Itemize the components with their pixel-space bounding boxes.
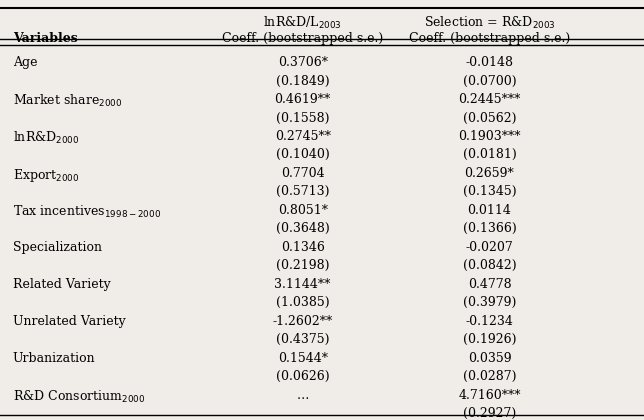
Text: -0.0207: -0.0207 xyxy=(466,241,513,254)
Text: Specialization: Specialization xyxy=(13,241,102,254)
Text: Market share$_{2000}$: Market share$_{2000}$ xyxy=(13,93,122,109)
Text: lnR&D$_{2000}$: lnR&D$_{2000}$ xyxy=(13,130,79,146)
Text: 0.2659*: 0.2659* xyxy=(464,167,515,180)
Text: (0.0626): (0.0626) xyxy=(276,370,330,383)
Text: R&D Consortium$_{2000}$: R&D Consortium$_{2000}$ xyxy=(13,388,145,405)
Text: (0.2927): (0.2927) xyxy=(463,407,516,420)
Text: 0.1903***: 0.1903*** xyxy=(458,130,521,143)
Text: Coeff. (bootstrapped s.e.): Coeff. (bootstrapped s.e.) xyxy=(409,32,570,45)
Text: (0.0181): (0.0181) xyxy=(462,148,516,161)
Text: (0.1345): (0.1345) xyxy=(462,185,516,198)
Text: (0.1849): (0.1849) xyxy=(276,74,330,87)
Text: (0.2198): (0.2198) xyxy=(276,259,330,272)
Text: 0.8051*: 0.8051* xyxy=(278,204,328,217)
Text: 0.1346: 0.1346 xyxy=(281,241,325,254)
Text: (0.4375): (0.4375) xyxy=(276,333,330,346)
Text: (0.1040): (0.1040) xyxy=(276,148,330,161)
Text: 0.1544*: 0.1544* xyxy=(278,352,328,365)
Text: 0.2745**: 0.2745** xyxy=(275,130,330,143)
Text: (0.5713): (0.5713) xyxy=(276,185,330,198)
Text: (0.1926): (0.1926) xyxy=(462,333,516,346)
Text: (1.0385): (1.0385) xyxy=(276,296,330,309)
Text: (0.3648): (0.3648) xyxy=(276,222,330,235)
Text: Tax incentives$_{1998-2000}$: Tax incentives$_{1998-2000}$ xyxy=(13,204,161,220)
Text: 4.7160***: 4.7160*** xyxy=(458,388,521,402)
Text: Related Variety: Related Variety xyxy=(13,278,111,291)
Text: (0.0700): (0.0700) xyxy=(462,74,516,87)
Text: Export$_{2000}$: Export$_{2000}$ xyxy=(13,167,79,184)
Text: 0.3706*: 0.3706* xyxy=(278,56,328,69)
Text: lnR&D/L$_{2003}$: lnR&D/L$_{2003}$ xyxy=(263,16,342,32)
Text: Age: Age xyxy=(13,56,37,69)
Text: 0.2445***: 0.2445*** xyxy=(459,93,520,106)
Text: …: … xyxy=(296,388,309,402)
Text: Urbanization: Urbanization xyxy=(13,352,95,365)
Text: 0.4619**: 0.4619** xyxy=(274,93,331,106)
Text: Unrelated Variety: Unrelated Variety xyxy=(13,315,126,328)
Text: 0.4778: 0.4778 xyxy=(468,278,511,291)
Text: (0.1366): (0.1366) xyxy=(462,222,516,235)
Text: (0.0562): (0.0562) xyxy=(462,111,516,124)
Text: (0.0842): (0.0842) xyxy=(462,259,516,272)
Text: 3.1144**: 3.1144** xyxy=(274,278,331,291)
Text: 0.0359: 0.0359 xyxy=(468,352,511,365)
Text: (0.1558): (0.1558) xyxy=(276,111,330,124)
Text: (0.3979): (0.3979) xyxy=(463,296,516,309)
Text: 0.0114: 0.0114 xyxy=(468,204,511,217)
Text: (0.0287): (0.0287) xyxy=(462,370,516,383)
Text: -0.1234: -0.1234 xyxy=(466,315,513,328)
Text: Coeff. (bootstrapped s.e.): Coeff. (bootstrapped s.e.) xyxy=(222,32,383,45)
Text: 0.7704: 0.7704 xyxy=(281,167,325,180)
Text: -0.0148: -0.0148 xyxy=(466,56,513,69)
Text: Variables: Variables xyxy=(13,32,78,45)
Text: Selection = R&D$_{2003}$: Selection = R&D$_{2003}$ xyxy=(424,16,555,32)
Text: -1.2602**: -1.2602** xyxy=(272,315,333,328)
